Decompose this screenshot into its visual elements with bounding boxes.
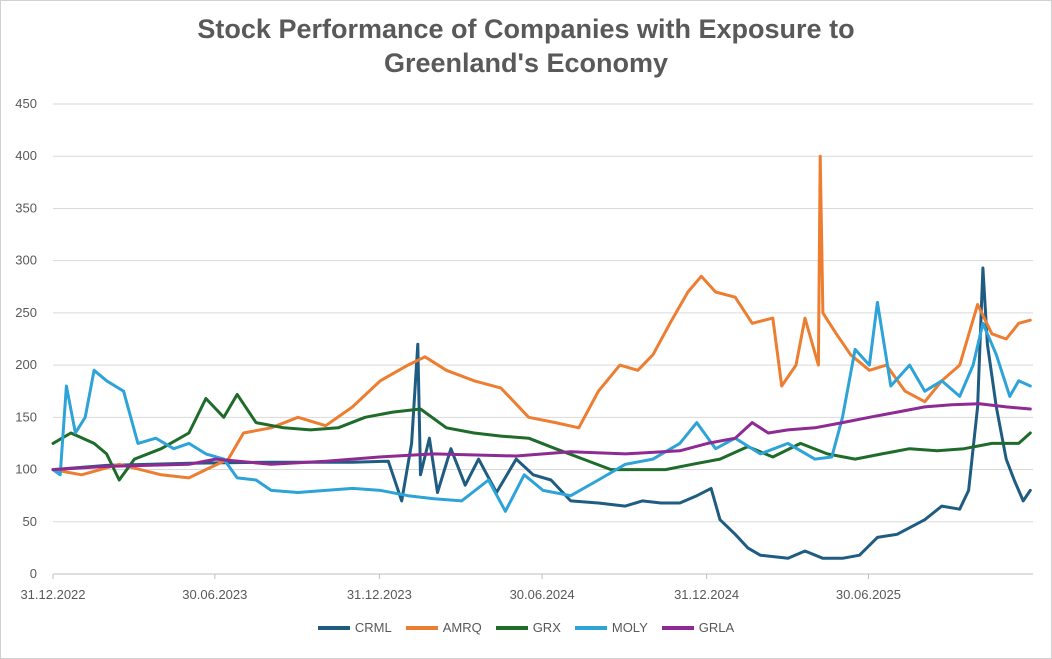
legend-item-grx: GRX xyxy=(495,620,561,635)
x-tick-label: 31.12.2024 xyxy=(674,587,739,602)
series-line-crml xyxy=(51,266,1032,560)
y-tick-label: 450 xyxy=(15,96,37,111)
legend-label: MOLY xyxy=(611,620,648,635)
y-tick-label: 200 xyxy=(15,357,37,372)
y-axis-ticks: 0 50 100 150 200 250 300 350 400 450 xyxy=(15,96,37,581)
chart-title: Stock Performance of Companies with Expo… xyxy=(0,12,1052,80)
y-tick-label: 400 xyxy=(15,148,37,163)
x-axis-ticks: 31.12.2022 30.06.2023 31.12.2023 30.06.2024… xyxy=(20,574,901,602)
series-line-grla xyxy=(51,402,1032,472)
legend-swatch xyxy=(405,625,438,630)
series-line-moly xyxy=(51,300,1032,513)
legend-label: CRML xyxy=(354,620,392,635)
series-line-amrq xyxy=(51,154,1032,480)
legend-item-moly: MOLY xyxy=(574,620,648,635)
y-tick-label: 250 xyxy=(15,305,37,320)
x-tick-label: 31.12.2023 xyxy=(347,587,412,602)
x-tick-label: 30.06.2023 xyxy=(182,587,247,602)
legend-swatch xyxy=(317,625,350,630)
legend-swatch xyxy=(574,625,607,630)
legend-item-amrq: AMRQ xyxy=(405,620,482,635)
legend: CRML AMRQ GRX MOLY GRLA xyxy=(0,620,1052,635)
series-lines xyxy=(51,154,1032,560)
x-tick-label: 30.06.2024 xyxy=(510,587,575,602)
chart-title-line-2: Greenland's Economy xyxy=(383,48,668,78)
chart-title-line-1: Stock Performance of Companies with Expo… xyxy=(197,14,855,44)
legend-label: GRX xyxy=(532,620,561,635)
legend-item-grla: GRLA xyxy=(661,620,735,635)
y-tick-label: 300 xyxy=(15,253,37,268)
legend-swatch xyxy=(661,625,694,630)
legend-label: GRLA xyxy=(698,620,735,635)
legend-swatch xyxy=(495,625,528,630)
y-tick-label: 150 xyxy=(15,409,37,424)
y-tick-label: 350 xyxy=(15,200,37,215)
legend-item-crml: CRML xyxy=(317,620,392,635)
y-tick-label: 50 xyxy=(23,514,37,529)
x-tick-label: 30.06.2025 xyxy=(836,587,901,602)
y-tick-label: 100 xyxy=(15,462,37,477)
x-tick-label: 31.12.2022 xyxy=(20,587,85,602)
series-line-grx xyxy=(51,392,1032,482)
gridlines xyxy=(53,103,1033,523)
y-tick-label: 0 xyxy=(30,566,37,581)
legend-label: AMRQ xyxy=(442,620,482,635)
